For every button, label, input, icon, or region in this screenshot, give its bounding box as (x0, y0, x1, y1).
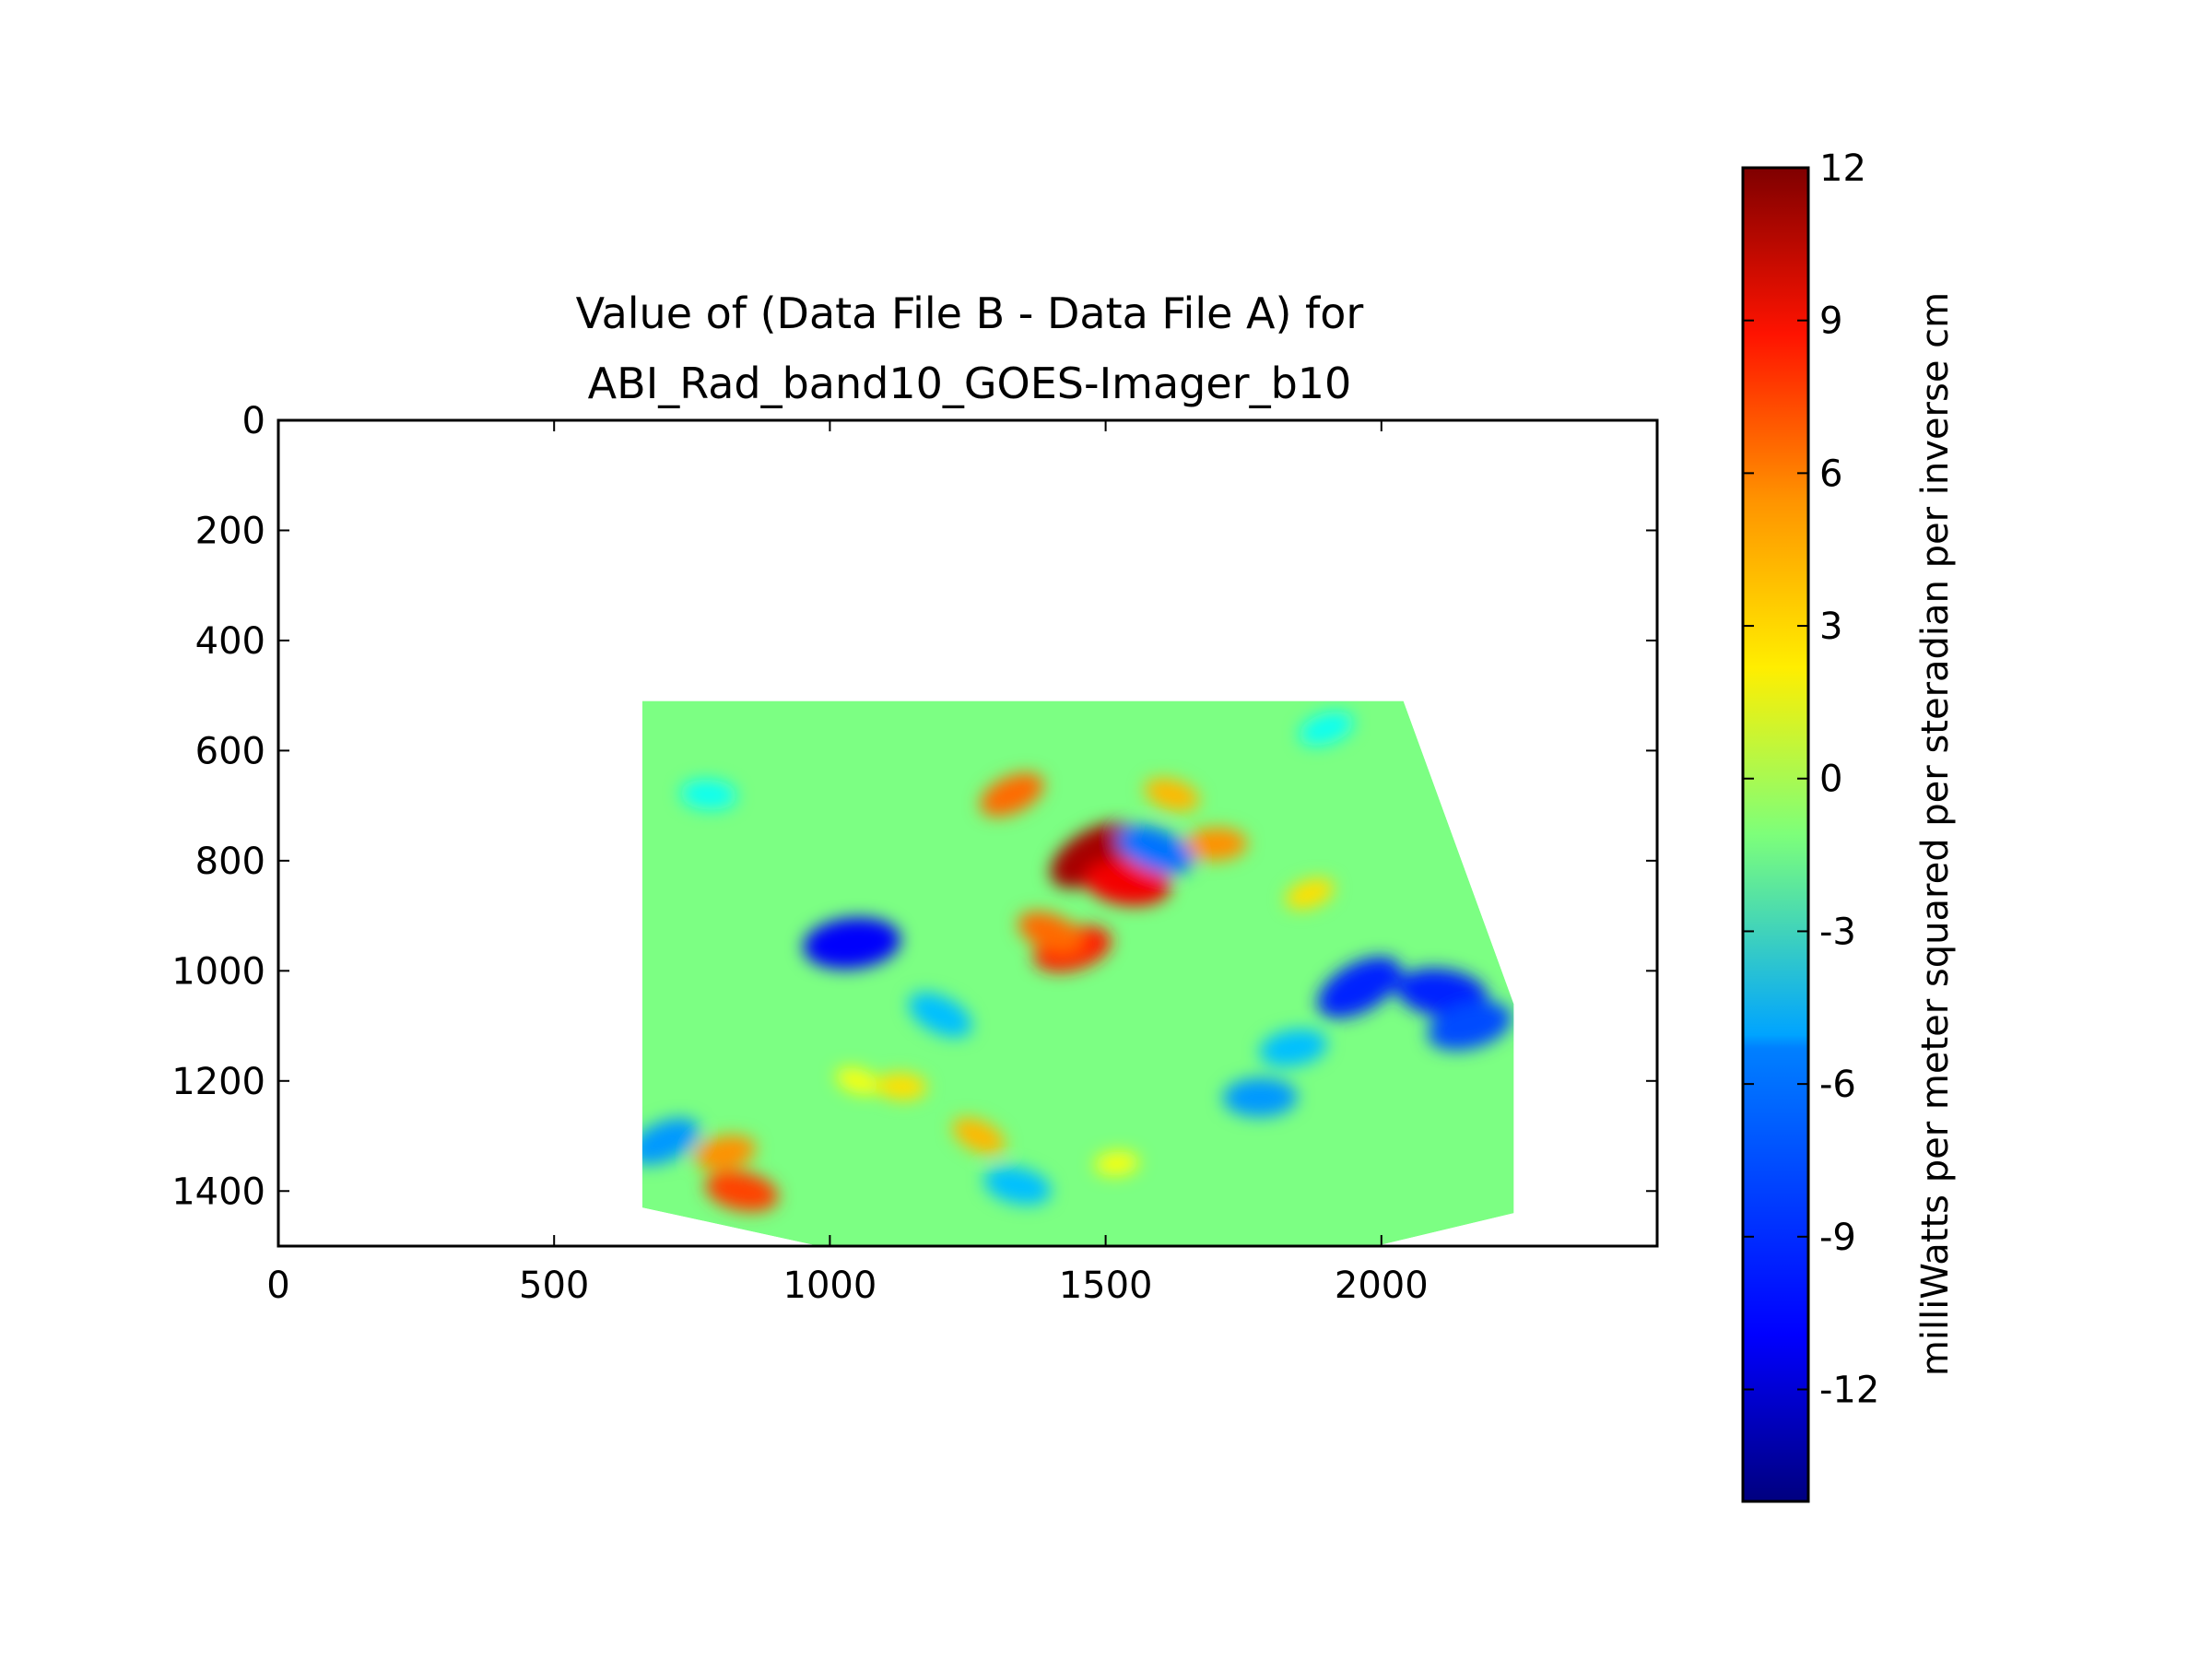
colorbar-label: milliWatts per meter squared per steradi… (1914, 292, 1957, 1376)
heatmap-feature (694, 1135, 757, 1171)
heatmap-feature (1184, 827, 1248, 861)
colorbar-tick-label: -3 (1819, 911, 1856, 953)
heatmap-feature (983, 1166, 1052, 1206)
x-axis: 0 500 1000 1500 2000 (266, 420, 1429, 1307)
colorbar-tick-label: -9 (1819, 1217, 1856, 1259)
y-tick-label: 1400 (171, 1171, 265, 1213)
x-tick-label: 1500 (1059, 1265, 1153, 1307)
heatmap-feature (876, 1072, 927, 1100)
heatmap-feature (980, 772, 1044, 817)
colorbar-tick-label: 12 (1819, 147, 1866, 190)
heatmap-feature (680, 779, 737, 810)
heatmap-feature (704, 1170, 779, 1212)
colorbar-tick-label: 3 (1819, 606, 1842, 648)
heatmap-feature (1084, 859, 1171, 906)
y-tick-label: 800 (195, 841, 265, 883)
heatmap-image (641, 700, 1514, 1246)
heatmap-base (641, 700, 1514, 1246)
heatmap-feature (1222, 1077, 1298, 1117)
colorbar: 12 9 6 3 0 -3 -6 -9 -12 milliWatts per meter squ… (1741, 147, 1957, 1503)
y-tick-label: 400 (195, 620, 265, 663)
colorbar-tick-label: -12 (1819, 1369, 1879, 1411)
heatmap-feature (641, 1118, 700, 1165)
x-tick-label: 1000 (783, 1265, 877, 1307)
chart-title-line-1: Value of (Data File B - Data File A) for (576, 288, 1364, 338)
y-tick-label: 1000 (171, 950, 265, 993)
heatmap-feature (1317, 957, 1402, 1018)
plot-frame (276, 418, 1659, 1248)
chart-title-line-2: ABI_Rad_band10_GOES-Imager_b10 (588, 359, 1352, 408)
heatmap-feature (1285, 877, 1335, 910)
x-tick-label: 0 (266, 1265, 289, 1307)
heatmap-feature (1427, 1001, 1512, 1051)
heatmap-feature (803, 917, 901, 970)
y-tick-label: 600 (195, 730, 265, 772)
heatmap-feature (1050, 822, 1139, 888)
heatmap-feature (952, 1117, 1006, 1155)
colorbar-tick-label: 6 (1819, 453, 1842, 495)
x-tick-label: 2000 (1335, 1265, 1429, 1307)
colorbar-tick-label: 9 (1819, 300, 1842, 343)
heatmap-feature (1094, 1151, 1139, 1176)
heatmap-feature (1018, 911, 1084, 954)
heatmap-feature (908, 992, 972, 1038)
heatmap-feature (1259, 1029, 1327, 1067)
y-axis: 0 200 400 600 800 1000 1200 1400 (171, 400, 1657, 1213)
colorbar-tick-label: -6 (1819, 1064, 1856, 1106)
heatmap-feature (1117, 825, 1194, 875)
heatmap-feature (1299, 712, 1354, 746)
heatmap-feature (1144, 778, 1200, 812)
x-tick-label: 500 (519, 1265, 589, 1307)
colorbar-ticks: 12 9 6 3 0 -3 -6 -9 -12 (1743, 147, 1879, 1411)
colorbar-bar (1741, 166, 1810, 1503)
heatmap-feature (835, 1067, 879, 1095)
y-tick-label: 200 (195, 510, 265, 552)
colorbar-tick-label: 0 (1819, 759, 1842, 801)
y-tick-label: 0 (242, 400, 265, 442)
y-tick-label: 1200 (171, 1061, 265, 1103)
